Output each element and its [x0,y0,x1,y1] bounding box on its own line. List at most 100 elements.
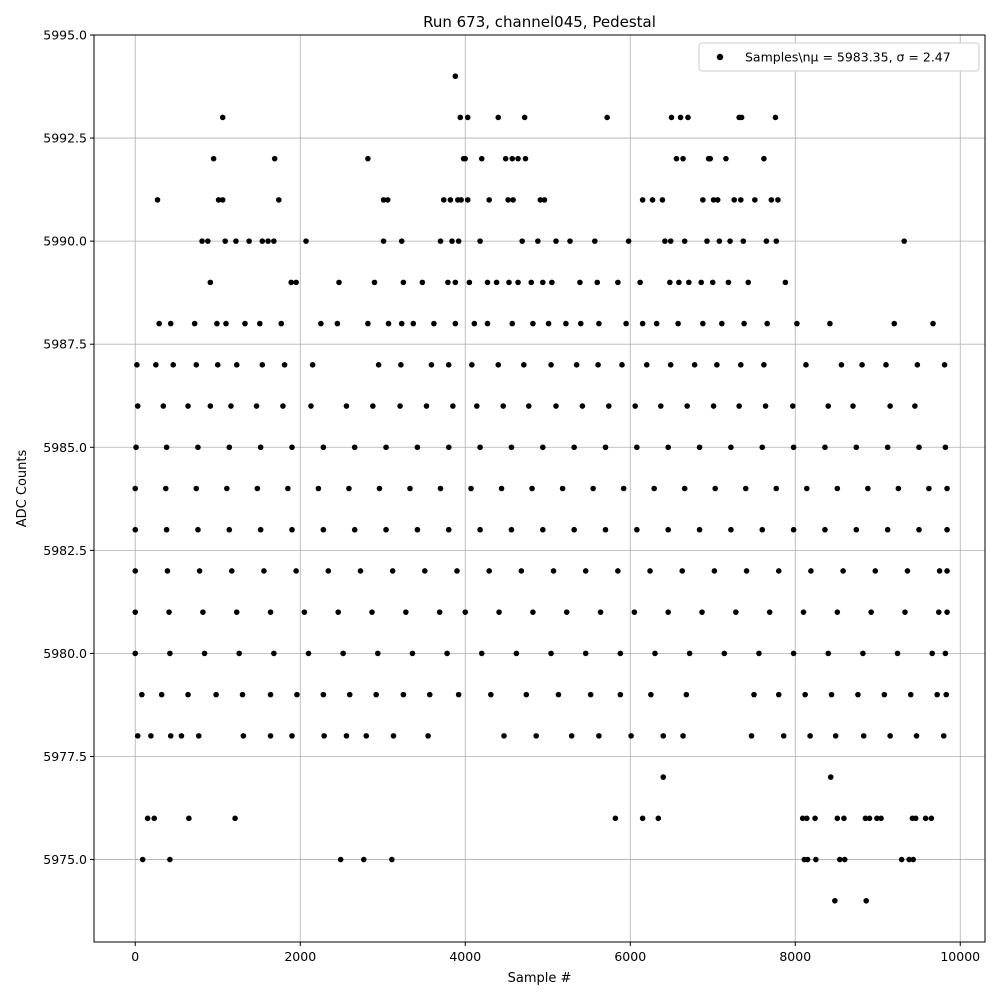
data-point [303,238,309,244]
data-point [403,609,409,615]
data-point [944,485,950,492]
data-point [808,568,814,574]
data-point [436,609,443,615]
data-point [685,114,691,121]
data-point [802,691,808,698]
data-point [239,691,246,698]
data-point [617,650,624,657]
data-point [680,155,686,162]
data-point [447,197,454,203]
data-point [639,197,646,203]
data-point [579,403,586,409]
data-point [881,691,888,698]
y-tick-label: 5985.0 [43,440,87,455]
data-point [537,197,544,203]
data-point [369,609,375,615]
data-point [825,403,832,409]
data-point [832,897,838,904]
data-point [725,279,732,286]
data-point [426,691,433,698]
data-point [741,320,747,327]
data-point [714,197,721,203]
data-point [200,609,206,615]
data-point [502,155,509,162]
data-point [727,238,733,244]
data-point [132,650,139,657]
data-point [563,609,570,615]
data-point [193,485,200,492]
data-point [790,444,797,451]
data-point [606,403,612,409]
data-point [930,320,936,327]
data-point [841,815,847,822]
data-point [617,691,624,698]
data-point [673,155,680,162]
data-point [719,320,725,327]
data-point [407,485,413,492]
data-point [343,733,350,739]
data-point [906,856,912,863]
data-point [271,238,277,244]
data-point [493,279,500,286]
data-point [657,403,664,409]
data-point [450,403,456,409]
data-point [428,362,435,368]
data-point [521,362,527,368]
data-point [790,650,797,657]
data-point [710,403,717,409]
data-point [308,403,314,409]
y-tick-label: 5982.5 [43,543,87,558]
data-point [167,650,173,657]
x-axis-ticks: 0 2000 4000 6000 8000 10000 [131,942,980,964]
data-point [219,197,226,203]
data-point [625,238,632,244]
data-point [696,444,703,451]
data-point [834,815,841,822]
data-point [398,238,405,244]
data-point [898,856,905,863]
data-point [261,568,267,574]
chart-title: Run 673, channel045, Pedestal [423,13,656,31]
data-point [926,485,932,492]
data-point [346,485,352,492]
data-point [632,403,638,409]
data-point [441,197,447,203]
data-point [653,320,660,327]
data-point [228,403,234,409]
data-point [686,279,692,286]
data-point [201,650,208,657]
data-point [445,279,451,286]
data-point [477,444,483,451]
data-point [639,320,646,327]
data-point [398,320,405,327]
data-point [700,320,706,327]
data-point [148,733,154,739]
data-point [253,403,260,409]
data-point [752,197,758,203]
data-point [219,114,226,121]
data-point [944,568,950,574]
data-point [913,733,920,739]
data-point [868,609,874,615]
data-point [496,609,502,615]
data-point [807,733,813,739]
data-point [853,526,860,533]
y-tick-label: 5987.5 [43,337,87,352]
data-point [335,609,342,615]
data-point [775,568,782,574]
data-point [860,650,866,657]
data-point [398,362,404,368]
data-point [943,691,950,698]
data-points [132,73,950,904]
data-point [267,609,274,615]
data-point [761,155,767,162]
data-point [549,279,555,286]
data-point [563,320,569,327]
data-point [226,526,233,533]
data-point [205,238,211,244]
x-tick-label: 8000 [779,949,811,964]
data-point [929,650,935,657]
data-point [530,320,536,327]
data-point [615,568,621,574]
